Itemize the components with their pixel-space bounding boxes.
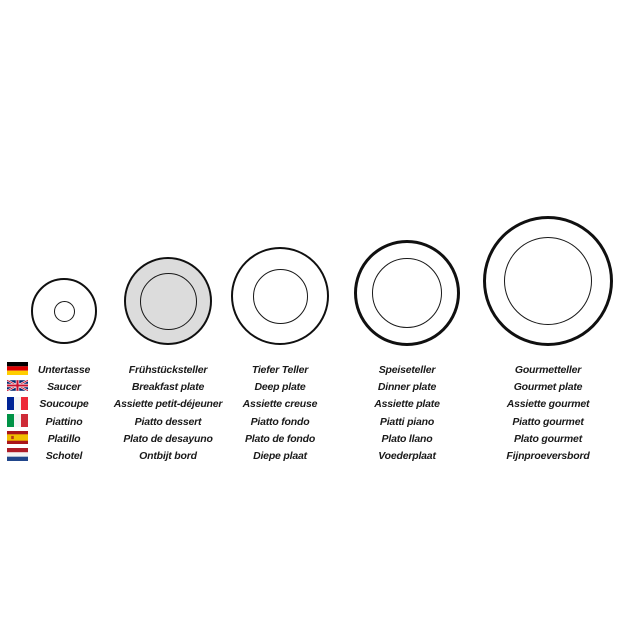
label-saucer-de: Untertasse — [37, 363, 91, 376]
labels-saucer: Untertasse Saucer Soucoupe Piattino Plat… — [0, 361, 149, 465]
uk-flag-icon — [7, 379, 28, 392]
label-breakfast-it: Piatto dessert — [134, 415, 202, 428]
plate-deep — [231, 247, 329, 345]
label-breakfast-fr: Assiette petit-déjeuner — [113, 398, 223, 411]
label-dinner-it: Piatti piano — [379, 415, 435, 428]
label-saucer-es: Platillo — [47, 432, 81, 445]
germany-flag-icon — [7, 362, 28, 375]
label-saucer-en: Saucer — [47, 380, 81, 393]
label-breakfast-en: Breakfast plate — [131, 380, 205, 393]
plate-gourmet-well — [504, 237, 592, 325]
label-breakfast-nl: Ontbijt bord — [139, 450, 197, 463]
label-saucer-nl: Schotel — [45, 450, 83, 463]
label-deep-de: Tiefer Teller — [251, 363, 309, 376]
plate-dinner — [354, 240, 460, 346]
labels-gourmet-plate: Gourmetteller Gourmet plate Assiette gou… — [463, 361, 620, 465]
spain-flag-icon — [7, 431, 28, 445]
label-dinner-nl: Voederplaat — [378, 450, 436, 463]
plate-breakfast-highlighted — [124, 257, 212, 345]
label-dinner-es: Plato llano — [381, 432, 433, 445]
label-gourmet-nl: Fijnproeversbord — [506, 450, 590, 463]
plate-breakfast-well — [139, 272, 197, 330]
france-flag-icon — [7, 396, 28, 410]
label-gourmet-en: Gourmet plate — [513, 380, 583, 393]
label-deep-it: Piatto fondo — [250, 415, 310, 428]
plate-saucer-well — [53, 300, 75, 322]
label-breakfast-de: Frühstücksteller — [128, 363, 208, 376]
label-dinner-de: Speiseteller — [378, 363, 436, 376]
label-deep-es: Plato de fondo — [244, 432, 316, 445]
plate-gourmet — [483, 216, 613, 346]
label-gourmet-es: Plato gourmet — [514, 432, 582, 445]
label-gourmet-it: Piatto gourmet — [512, 415, 584, 428]
label-dinner-fr: Assiette plate — [374, 398, 440, 411]
labels-dinner-plate: Speiseteller Dinner plate Assiette plate… — [322, 361, 492, 465]
labels-breakfast-plate: Frühstücksteller Breakfast plate Assiett… — [83, 361, 253, 465]
label-saucer-fr: Soucoupe — [39, 398, 89, 411]
label-breakfast-es: Plato de desayuno — [123, 432, 213, 445]
labels-deep-plate: Tiefer Teller Deep plate Assiette creuse… — [195, 361, 365, 465]
label-saucer-it: Piattino — [45, 415, 83, 428]
label-deep-nl: Diepe plaat — [253, 450, 307, 463]
language-flag-column — [7, 362, 28, 462]
label-deep-en: Deep plate — [254, 380, 306, 393]
plate-saucer — [31, 278, 97, 344]
plate-deep-well — [252, 268, 308, 324]
netherlands-flag-icon — [7, 448, 28, 462]
italy-flag-icon — [7, 413, 28, 427]
label-gourmet-de: Gourmetteller — [514, 363, 582, 376]
label-gourmet-fr: Assiette gourmet — [506, 398, 590, 411]
label-dinner-en: Dinner plate — [377, 380, 437, 393]
plate-dinner-well — [372, 258, 442, 328]
label-deep-fr: Assiette creuse — [242, 398, 318, 411]
